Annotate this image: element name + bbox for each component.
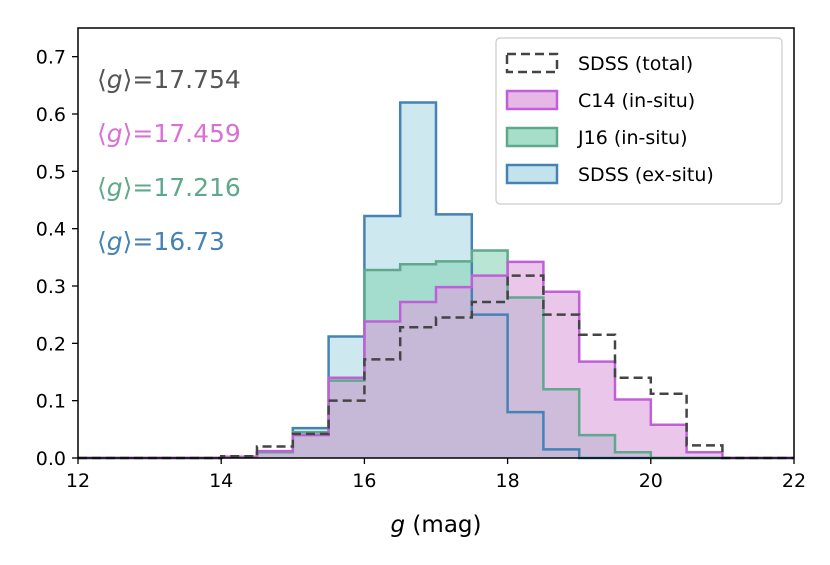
legend-swatch-sdss_exsitu xyxy=(505,163,559,185)
y-tick-label-0: 0.0 xyxy=(36,448,66,470)
legend-swatch-sdss_total xyxy=(505,52,559,74)
x-tick-label-20: 20 xyxy=(639,470,663,492)
legend-box xyxy=(495,37,783,205)
legend-label-sdss_total: SDSS (total) xyxy=(578,53,693,75)
x-axis-label: g (mag) xyxy=(391,512,482,538)
legend-swatch-c14_insitu xyxy=(505,89,559,111)
y-tick-label-0.7: 0.7 xyxy=(36,47,66,69)
legend-item-sdss_total: SDSS (total) xyxy=(505,52,693,75)
mean-annotation-exsitu: ⟨g⟩=16.73 xyxy=(97,227,225,256)
series-sdss_total-outline xyxy=(78,274,794,460)
legend-swatch-j16_insitu xyxy=(505,126,559,148)
x-axis-label-var: g xyxy=(391,512,406,538)
x-axis-label-unit: (mag) xyxy=(405,512,481,538)
legend-item-c14_insitu: C14 (in-situ) xyxy=(505,89,695,112)
y-tick-label-0.1: 0.1 xyxy=(36,391,66,413)
series-c14_insitu-fill xyxy=(78,261,794,458)
x-tick-label-22: 22 xyxy=(782,470,806,492)
y-axis: 0.0 0.1 0.2 0.3 0.4 0.5 0.6 0.7 xyxy=(36,47,78,470)
y-tick-label-0.3: 0.3 xyxy=(36,276,66,298)
y-tick-label-0.4: 0.4 xyxy=(36,219,66,241)
y-tick-label-0.6: 0.6 xyxy=(36,104,66,126)
axes-frame xyxy=(77,27,795,459)
legend-label-sdss_exsitu: SDSS (ex-situ) xyxy=(578,164,714,186)
mean-annotation-j16: ⟨g⟩=17.216 xyxy=(97,173,241,202)
mean-annotation-c14: ⟨g⟩=17.459 xyxy=(97,119,241,148)
x-tick-label-12: 12 xyxy=(66,470,90,492)
x-tick-label-16: 16 xyxy=(352,470,376,492)
x-axis: 12 14 16 18 20 22 xyxy=(66,458,806,492)
mean-annotations: ⟨g⟩=17.754 ⟨g⟩=17.459 ⟨g⟩=17.216 ⟨g⟩=16.73 xyxy=(97,65,241,256)
mean-annotation-total: ⟨g⟩=17.754 xyxy=(97,65,241,94)
y-tick-label-0.5: 0.5 xyxy=(36,161,66,183)
legend-label-c14_insitu: C14 (in-situ) xyxy=(578,90,695,112)
legend: SDSS (total) C14 (in-situ) J16 (in-situ) SD… xyxy=(495,37,783,205)
legend-item-j16_insitu: J16 (in-situ) xyxy=(505,126,688,149)
series-c14_insitu xyxy=(78,261,794,458)
x-tick-label-14: 14 xyxy=(209,470,233,492)
legend-label-j16_insitu: J16 (in-situ) xyxy=(577,127,688,149)
legend-item-sdss_exsitu: SDSS (ex-situ) xyxy=(505,163,714,186)
x-tick-label-18: 18 xyxy=(496,470,520,492)
y-tick-label-0.2: 0.2 xyxy=(36,333,66,355)
